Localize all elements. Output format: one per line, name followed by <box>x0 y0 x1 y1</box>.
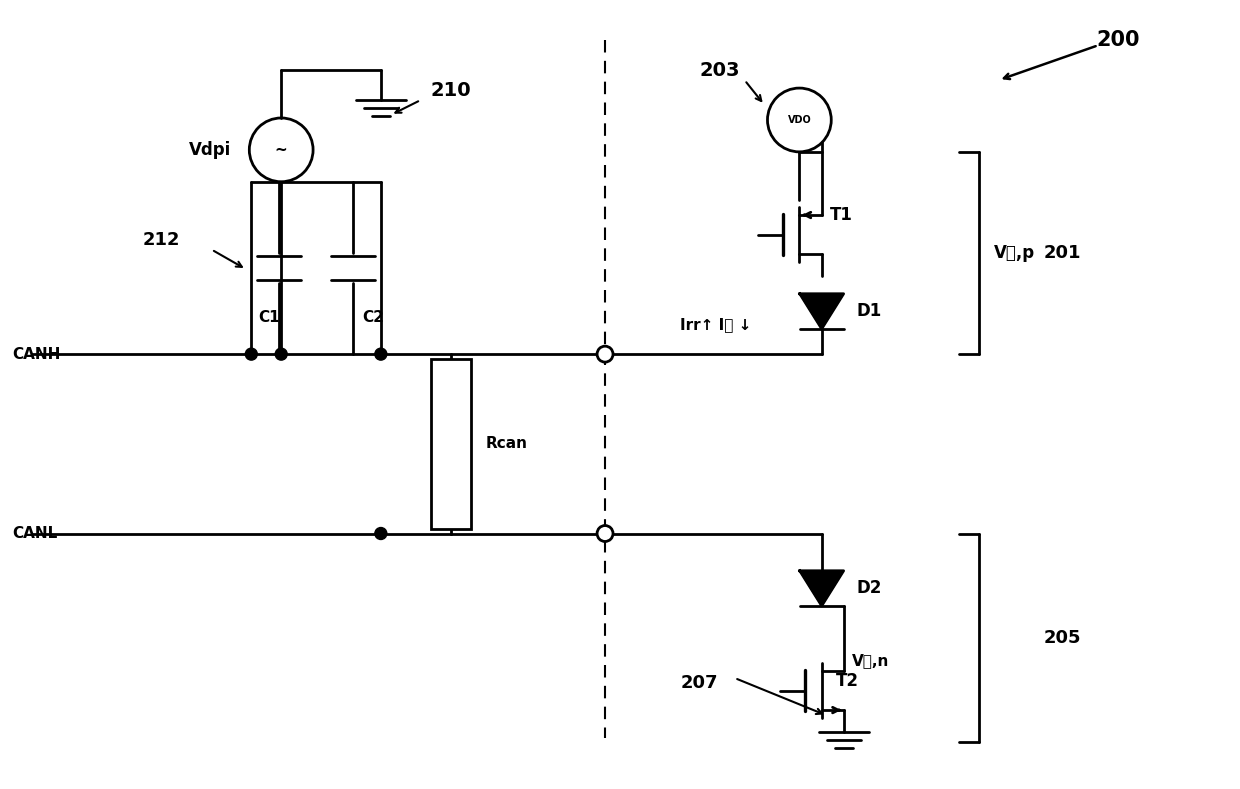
Circle shape <box>374 528 387 540</box>
Text: 212: 212 <box>143 230 180 249</box>
Text: VDO: VDO <box>787 115 811 125</box>
Text: T2: T2 <box>836 671 858 690</box>
Text: C2: C2 <box>362 310 384 325</box>
Text: 203: 203 <box>699 61 740 80</box>
Bar <box>430 359 470 529</box>
Polygon shape <box>800 570 843 606</box>
Text: Vdpi: Vdpi <box>190 141 232 159</box>
Text: D1: D1 <box>857 302 882 320</box>
Text: T1: T1 <box>830 206 853 223</box>
Circle shape <box>246 348 257 360</box>
Text: V出,p: V出,p <box>993 244 1035 262</box>
Polygon shape <box>800 294 843 329</box>
Text: 207: 207 <box>681 674 718 692</box>
Text: Rcan: Rcan <box>486 436 527 451</box>
Text: C1: C1 <box>258 310 280 325</box>
Text: CANH: CANH <box>12 346 61 361</box>
Circle shape <box>374 348 387 360</box>
Circle shape <box>598 346 613 362</box>
Text: 200: 200 <box>1096 30 1140 50</box>
Text: Irr↑ I出 ↓: Irr↑ I出 ↓ <box>680 316 751 331</box>
Text: V出,n: V出,n <box>852 653 890 668</box>
Circle shape <box>275 348 288 360</box>
Text: 210: 210 <box>430 80 471 99</box>
Text: 205: 205 <box>1044 629 1081 647</box>
Text: 201: 201 <box>1044 244 1081 262</box>
Text: ~: ~ <box>275 142 288 157</box>
Text: CANL: CANL <box>12 526 57 541</box>
Circle shape <box>598 525 613 541</box>
Text: D2: D2 <box>857 579 882 597</box>
